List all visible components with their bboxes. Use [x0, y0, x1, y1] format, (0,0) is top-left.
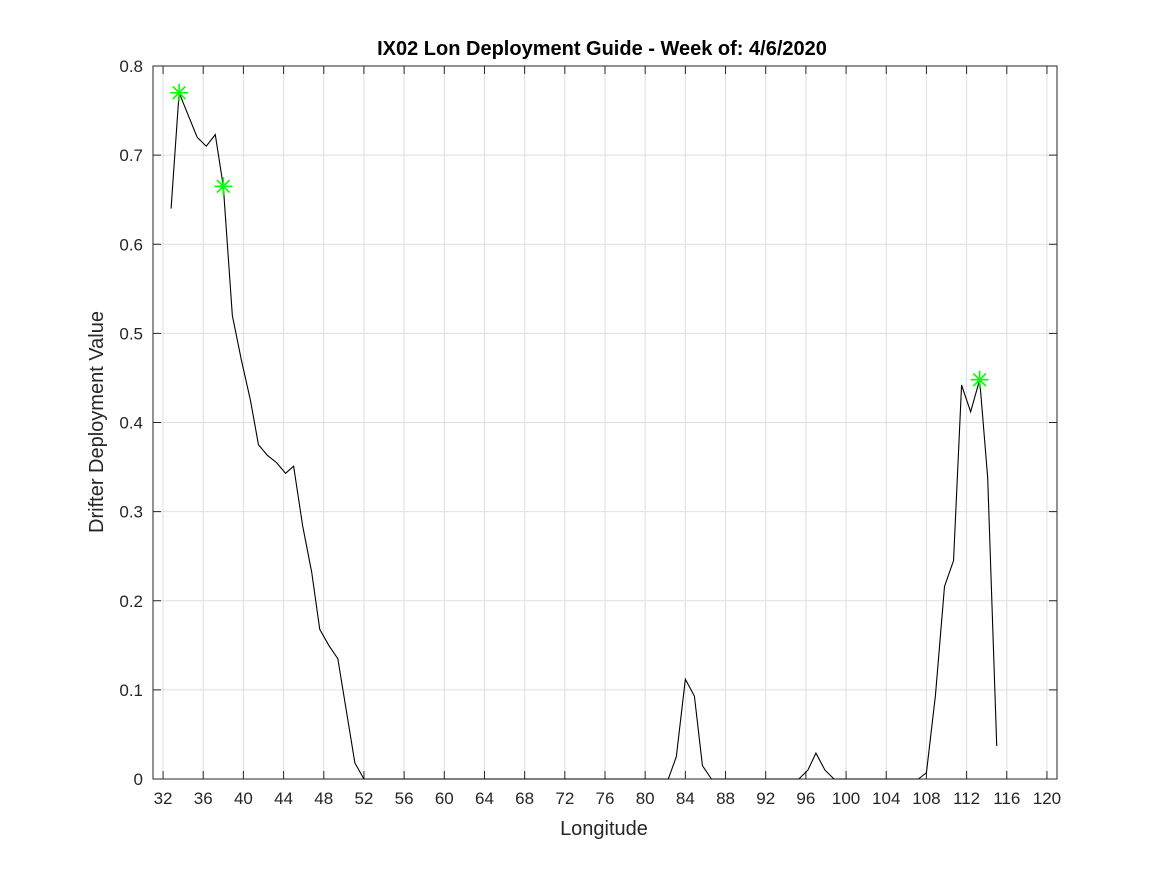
- y-tick-label: 0.8: [119, 57, 143, 76]
- x-tick-label: 112: [953, 789, 980, 808]
- marker-asterisk: [170, 83, 189, 102]
- y-tick-label: 0.5: [119, 324, 143, 343]
- x-tick-label: 104: [872, 789, 900, 808]
- y-tick-label: 0.2: [119, 592, 143, 611]
- marker-asterisk: [214, 177, 233, 196]
- y-tick-label: 0.1: [119, 681, 143, 700]
- marker-group: [170, 83, 989, 389]
- x-tick-label: 80: [636, 789, 655, 808]
- x-tick-label: 76: [596, 789, 615, 808]
- x-tick-label: 96: [796, 789, 815, 808]
- y-axis-label: Drifter Deployment Value: [86, 311, 108, 533]
- marker-asterisk: [970, 370, 989, 389]
- x-tick-label: 120: [1033, 789, 1061, 808]
- y-tick-label: 0.3: [119, 503, 143, 522]
- x-tick-label: 40: [234, 789, 253, 808]
- x-tick-label: 56: [395, 789, 414, 808]
- x-tick-label: 116: [993, 789, 1020, 808]
- x-axis-label: Longitude: [560, 818, 648, 840]
- y-tick-label: 0.7: [119, 146, 143, 165]
- x-tick-label: 44: [274, 789, 293, 808]
- x-tick-label: 52: [354, 789, 373, 808]
- x-tick-label: 36: [194, 789, 213, 808]
- x-tick-label: 100: [832, 789, 860, 808]
- x-tick-label: 32: [154, 789, 173, 808]
- x-tick-label: 60: [435, 789, 454, 808]
- x-tick-label: 48: [314, 789, 333, 808]
- x-tick-label: 108: [912, 789, 940, 808]
- x-tick-label: 88: [716, 789, 735, 808]
- series-line: [170, 92, 998, 780]
- x-tick-label: 64: [475, 789, 494, 808]
- y-tick-label: 0.6: [119, 235, 143, 254]
- x-tick-label: 68: [515, 789, 534, 808]
- axis-ticks: 32 36 40 44 48 52 56 60 64 68 72 76 80 84 88 92 96 100 104…: [119, 57, 1061, 808]
- y-tick-label: 0: [134, 770, 143, 789]
- y-tick-label: 0.4: [119, 414, 143, 433]
- marker-stroke: [216, 179, 231, 194]
- marker-stroke: [972, 372, 987, 387]
- grid-lines: [153, 65, 1057, 780]
- x-tick-label: 92: [756, 789, 775, 808]
- x-tick-label: 72: [555, 789, 574, 808]
- marker-stroke: [172, 85, 186, 100]
- x-tick-label: 84: [676, 789, 695, 808]
- chart-title: IX02 Lon Deployment Guide - Week of: 4/6…: [377, 38, 827, 60]
